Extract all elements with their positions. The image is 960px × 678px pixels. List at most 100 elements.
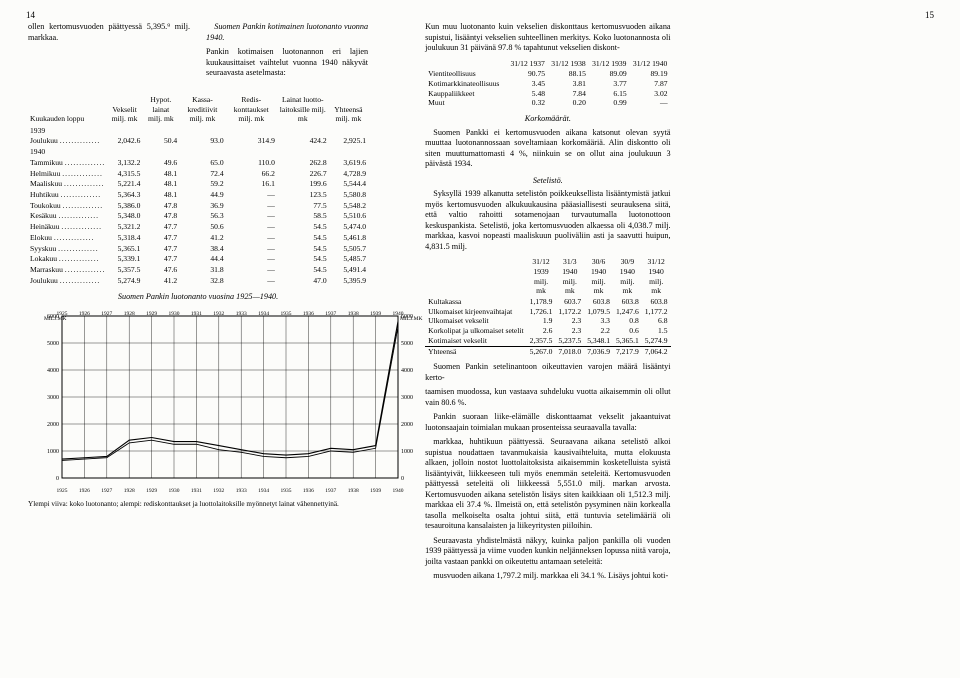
table-cell: Maaliskuu — [28, 179, 107, 190]
table-cell — [277, 147, 329, 158]
table-cell: 47.8 — [142, 211, 179, 222]
table-cell: 424.2 — [277, 136, 329, 147]
t1-header: Yhteensä milj. mk — [329, 94, 368, 125]
table-cell: 5.48 — [507, 89, 548, 99]
heading-setel: Setelistö. — [425, 176, 670, 187]
table-cell: 1.9 — [527, 316, 556, 326]
table-cell: 3.81 — [548, 79, 589, 89]
table-cell: Tammikuu — [28, 157, 107, 168]
svg-text:3000: 3000 — [47, 395, 59, 401]
page-number-right: 15 — [925, 10, 934, 22]
table-cell: — — [226, 254, 277, 265]
table-cell: 7,217.9 — [613, 346, 642, 356]
svg-text:1938: 1938 — [348, 488, 359, 494]
table-cell: 5,321.2 — [107, 222, 143, 233]
r-p3: Suomen Pankki ei kertomusvuoden aikana k… — [425, 128, 670, 170]
table-cell: 36.9 — [179, 200, 225, 211]
pct-header: 31/12 1939 — [589, 58, 630, 70]
table-cell: 6.8 — [642, 316, 671, 326]
table-cell: 314.9 — [226, 136, 277, 147]
table-row: Kauppaliikkeet5.487.846.153.02 — [425, 89, 670, 99]
table-cell: Joulukuu — [28, 275, 107, 286]
table-cell: 5,491.4 — [329, 265, 368, 276]
svg-text:1933: 1933 — [236, 488, 247, 494]
svg-text:2000: 2000 — [47, 422, 59, 428]
table-cell: 16.1 — [226, 179, 277, 190]
table-cell: 7,036.9 — [584, 346, 613, 356]
table-row: Tammikuu 3,132.249.665.0110.0262.83,619.… — [28, 157, 368, 168]
svg-text:1936: 1936 — [303, 488, 314, 494]
table-cell: 2,357.5 — [527, 336, 556, 346]
table-cell: 47.7 — [142, 243, 179, 254]
svg-text:1000: 1000 — [47, 449, 59, 455]
table-cell: 0.32 — [507, 98, 548, 108]
table-cell: 5,544.4 — [329, 179, 368, 190]
table-row: Elokuu 5,318.447.741.2—54.55,461.8 — [28, 232, 368, 243]
right-columns: Kun muu luotonanto kuin vekselien diskon… — [425, 22, 932, 622]
svg-text:0: 0 — [56, 476, 59, 482]
svg-text:1927: 1927 — [101, 488, 112, 494]
table-row: Syyskuu 5,365.147.738.4—54.55,505.7 — [28, 243, 368, 254]
table-cell: 5,221.4 — [107, 179, 143, 190]
table-cell: 54.5 — [277, 254, 329, 265]
table-cell: 72.4 — [179, 168, 225, 179]
table-cell: Ulkomaiset kirjeenvaihtajat — [425, 307, 527, 317]
r-p1b: taamisen muodossa, kun vastaava suhdeluk… — [425, 387, 670, 408]
table-row: Kultakassa1,178.9603.7603.8603.8603.8 — [425, 297, 670, 307]
table-cell: 5,474.0 — [329, 222, 368, 233]
table-cell: Kesäkuu — [28, 211, 107, 222]
table-cell: 5,510.6 — [329, 211, 368, 222]
table-cell: 3.45 — [507, 79, 548, 89]
table-cell: 1,172.2 — [555, 307, 584, 317]
table-cell: 199.6 — [277, 179, 329, 190]
table-cell: 3.02 — [630, 89, 671, 99]
table-row: Lokakuu 5,339.147.744.4—54.55,485.7 — [28, 254, 368, 265]
svg-text:1928: 1928 — [124, 488, 135, 494]
cover-header: 31/12 1940 milj. mk — [642, 256, 671, 297]
table-row: Toukokuu 5,386.047.836.9—77.55,548.2 — [28, 200, 368, 211]
left-intro-b: Pankin kotimaisen luotonannon eri lajien… — [206, 47, 368, 79]
table-cell: 48.1 — [142, 189, 179, 200]
table-cell: 603.8 — [642, 297, 671, 307]
table-cell: 3,619.6 — [329, 157, 368, 168]
table-cell: 110.0 — [226, 157, 277, 168]
table-cell: 6.15 — [589, 89, 630, 99]
svg-text:1937: 1937 — [325, 311, 336, 317]
table-cell: — — [630, 98, 671, 108]
r-p2: Pankin suoraan liike-elämälle diskonttaa… — [425, 412, 670, 433]
t1-header: Redis-konttaukset milj. mk — [226, 94, 277, 125]
table-cell: 1940 — [28, 147, 107, 158]
table-cell — [226, 125, 277, 136]
table-cell: Kultakassa — [425, 297, 527, 307]
table-cell: 0.6 — [613, 326, 642, 336]
cover-table: 31/12 1939 milj. mk31/3 1940 milj. mk30/… — [425, 256, 670, 356]
table-cell: 5,461.8 — [329, 232, 368, 243]
svg-text:1928: 1928 — [124, 311, 135, 317]
table-cell: 44.9 — [179, 189, 225, 200]
table-row: Marraskuu 5,357.547.631.8—54.55,491.4 — [28, 265, 368, 276]
table-cell: 2,925.1 — [329, 136, 368, 147]
svg-text:1926: 1926 — [79, 488, 90, 494]
cover-header: 30/9 1940 milj. mk — [613, 256, 642, 297]
page-number-left: 14 — [26, 10, 35, 22]
table-cell — [329, 125, 368, 136]
table-cell: 88.15 — [548, 69, 589, 79]
left-intro-a: ollen kertomusvuoden päättyessä 5,395.⁹ … — [28, 22, 190, 43]
svg-text:1933: 1933 — [236, 311, 247, 317]
table-cell: 7,064.2 — [642, 346, 671, 356]
table-cell: 4,728.9 — [329, 168, 368, 179]
table-cell: 41.2 — [179, 232, 225, 243]
percent-table: 31/12 193731/12 193831/12 193931/12 1940… — [425, 58, 670, 109]
table-cell: 1939 — [28, 125, 107, 136]
table-row: Huhtikuu 5,364.348.144.9—123.55,580.8 — [28, 189, 368, 200]
svg-text:5000: 5000 — [47, 341, 59, 347]
table-cell: — — [226, 243, 277, 254]
table-row: Vientiteollisuus90.7588.1589.0989.19 — [425, 69, 670, 79]
left-fullwidth-block: Kuukauden loppuVekselit milj. mkHypot. l… — [28, 92, 368, 517]
table-cell: 4,315.5 — [107, 168, 143, 179]
table-cell: 603.8 — [613, 297, 642, 307]
r-p1: Kun muu luotonanto kuin vekselien diskon… — [425, 22, 670, 54]
table-cell: — — [226, 265, 277, 276]
table-cell: 5,237.5 — [555, 336, 584, 346]
table-cell: 5,505.7 — [329, 243, 368, 254]
